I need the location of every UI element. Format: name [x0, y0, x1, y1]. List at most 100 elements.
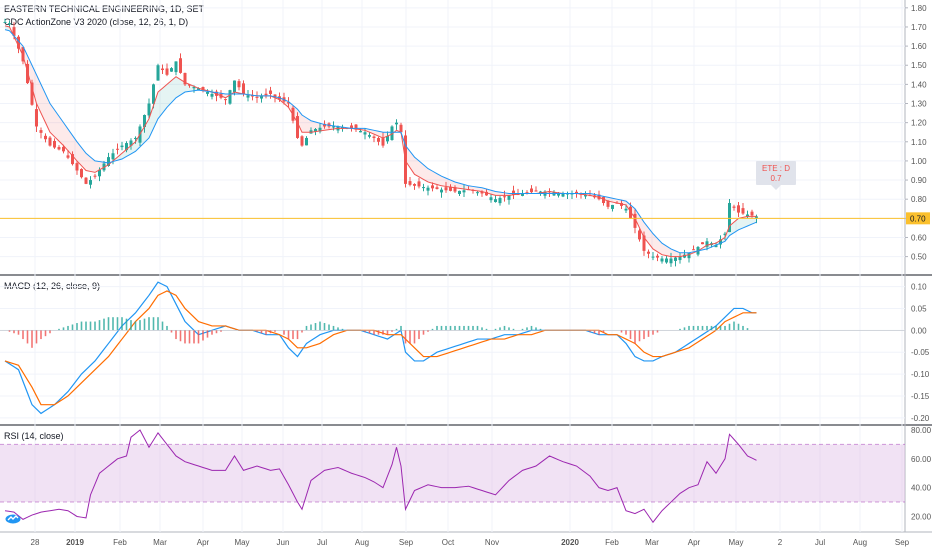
candle-body [368, 135, 371, 137]
x-tick-label: Feb [113, 538, 127, 547]
price-tick-label: 0.90 [911, 176, 927, 185]
candle-body [44, 135, 47, 140]
candle-body [116, 148, 119, 150]
candle-body [408, 181, 412, 185]
candle-body [629, 206, 632, 219]
candle-body [723, 233, 727, 236]
candle-body [62, 146, 65, 152]
candle-body [444, 187, 448, 191]
candle-body [84, 177, 88, 184]
price-tick-label: 1.40 [911, 80, 927, 89]
indicator-title: CDC ActionZone V3 2020 (close, 12, 26, 1… [4, 17, 189, 27]
candle-body [152, 84, 155, 104]
x-tick-label: Sep [895, 538, 910, 547]
candle-body [165, 68, 169, 75]
candle-body [147, 103, 151, 116]
zone-fill-segment [176, 76, 181, 98]
zone-fill-segment [95, 160, 100, 173]
zone-fill-segment [743, 216, 748, 228]
indicator-lines [4, 25, 757, 524]
candle-body [413, 184, 416, 186]
price-tick-label: 0.50 [911, 253, 927, 262]
price-tick-label: 1.20 [911, 119, 927, 128]
zone-fill-segment [648, 227, 653, 249]
price-tick-label: 0.60 [911, 233, 927, 242]
zone-fill-segment [54, 109, 59, 142]
rsi-tick-label: 60.00 [911, 455, 932, 464]
x-tick-label: Apr [688, 538, 701, 547]
x-tick-label: Jul [815, 538, 825, 547]
zone-fill-segment [437, 173, 442, 186]
zone-fill-segment [734, 218, 739, 233]
candle-body [233, 80, 236, 92]
candle-body [525, 192, 529, 194]
rsi-line [4, 429, 757, 524]
zone-fill-segment [455, 181, 460, 189]
candle-body [201, 87, 205, 91]
candle-body [480, 191, 484, 194]
candle-body [242, 83, 245, 94]
zone-fill-segment [158, 88, 163, 119]
macd-histogram [0, 317, 905, 348]
candle-body [651, 256, 655, 258]
candle-body [498, 197, 502, 204]
candle-body [359, 130, 362, 133]
macd-tick-label: 0.00 [911, 326, 927, 335]
zone-fill-segment [738, 217, 743, 230]
candle-body [665, 258, 668, 263]
candle-body [305, 137, 308, 146]
candle-body [372, 136, 376, 138]
candle-body [656, 255, 659, 258]
x-tick-label: Nov [485, 538, 499, 547]
candle-body [624, 208, 628, 211]
candle-body [48, 137, 52, 146]
candle-body [80, 169, 83, 178]
zone-fill-segment [153, 92, 158, 129]
candle-body [606, 200, 610, 207]
candle-body [354, 124, 358, 130]
rsi-title: RSI (14, close) [4, 431, 64, 441]
price-tick-label: 1.60 [911, 42, 927, 51]
zone-fill-segment [50, 103, 55, 137]
candle-body [503, 196, 506, 198]
candle-body [431, 185, 434, 189]
x-tick-label: 2019 [66, 538, 84, 547]
candle-body [750, 211, 754, 216]
x-tick-label: 28 [31, 538, 40, 547]
zone-fill-segment [662, 243, 667, 256]
x-tick-label: Aug [355, 538, 369, 547]
candle-body [260, 96, 263, 99]
candle-body [534, 190, 538, 192]
candle-body [422, 187, 425, 189]
candle-body [426, 187, 430, 191]
zone-fill-segment [419, 160, 424, 180]
zone-fill-segment [68, 129, 73, 156]
zone-fill-segment [81, 147, 86, 171]
candle-body [417, 181, 421, 187]
candle-body [156, 65, 160, 81]
zone-fill-segment [32, 65, 37, 104]
candle-body [692, 249, 695, 251]
x-tick-label: May [728, 538, 743, 547]
zone-fill-segment [90, 157, 95, 173]
candle-body [507, 195, 511, 200]
candle-body [237, 81, 241, 88]
candle-body [296, 116, 299, 138]
zone-fill-segment [41, 84, 46, 123]
candle-body [521, 193, 524, 196]
zone-fill-segment [468, 185, 473, 191]
zone-fill-segment [63, 122, 68, 151]
candle-body [647, 251, 650, 254]
candle-body [8, 23, 11, 25]
candle-body [111, 153, 115, 160]
x-tick-label: Feb [605, 538, 619, 547]
price-tick-label: 1.00 [911, 157, 927, 166]
last-price-badge [906, 212, 930, 225]
candle-body [755, 216, 758, 218]
x-tick-label: Mar [153, 538, 167, 547]
candle-body [228, 90, 232, 104]
candle-body [584, 194, 587, 197]
candle-body [440, 189, 443, 193]
candle-body [476, 192, 479, 194]
